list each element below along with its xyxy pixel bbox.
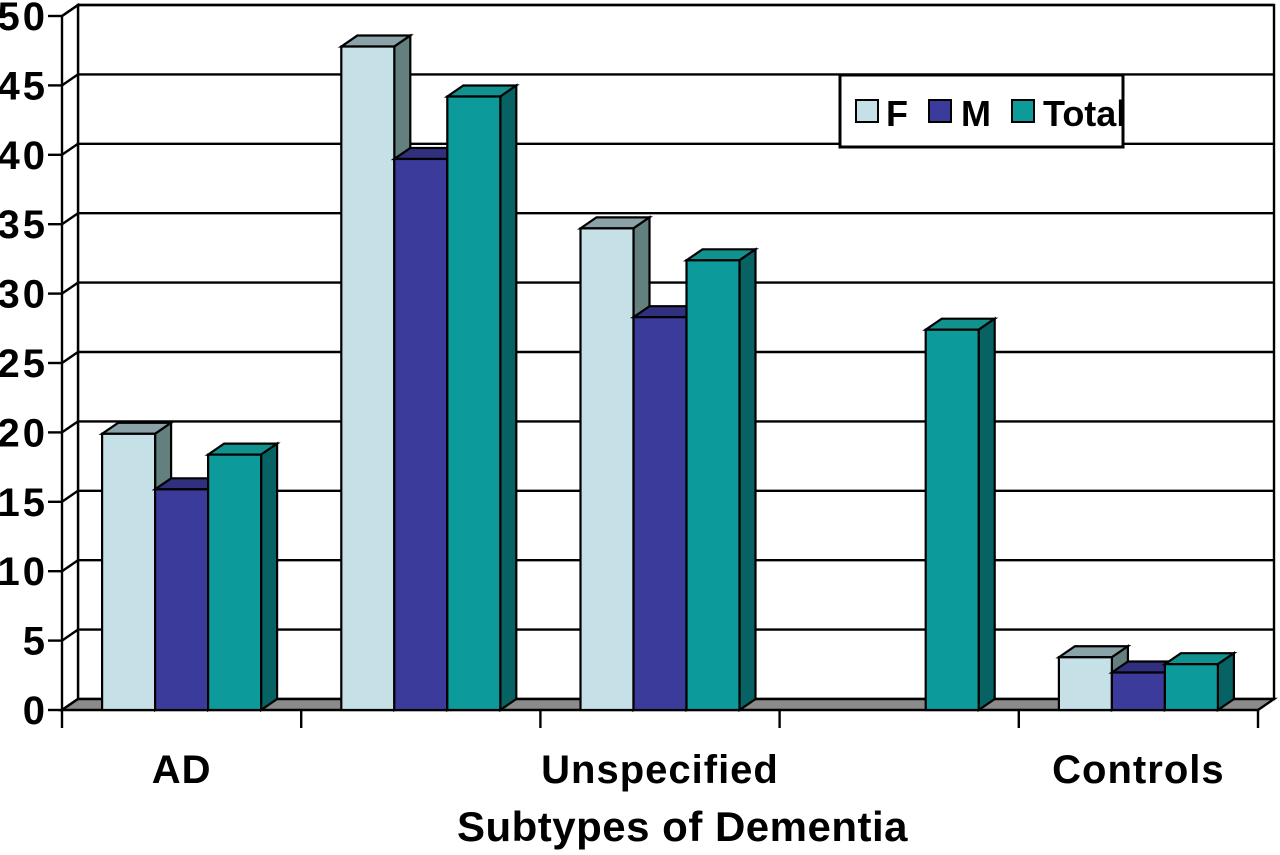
bar-front-face	[632, 316, 688, 712]
legend-label: M	[961, 93, 991, 134]
y-tick-label: 35	[0, 203, 48, 247]
x-axis-title: Subtypes of Dementia	[456, 803, 909, 850]
bar-side-face	[499, 83, 518, 713]
grid-line-wall-segment	[61, 142, 79, 156]
bar-front-face	[1110, 671, 1167, 712]
bar-front-face	[154, 488, 210, 712]
bar-front-face	[579, 227, 635, 712]
y-tick-label: 5	[23, 620, 48, 664]
y-tick-label: 15	[0, 481, 48, 525]
bar-front-face	[924, 328, 980, 712]
bar-total-group4	[922, 316, 999, 713]
bar-front-face	[207, 453, 263, 712]
bar-total-group2	[443, 83, 520, 713]
grid-line-wall-segment	[61, 73, 79, 87]
x-category-label: Controls	[1052, 748, 1224, 792]
y-tick-label: 45	[0, 64, 48, 108]
grid-line-wall-segment	[61, 281, 79, 295]
bar-total-group5	[1161, 651, 1238, 713]
bar-front-face	[393, 157, 449, 712]
y-tick-label: 0	[23, 689, 48, 733]
y-tick-label: 25	[0, 342, 48, 386]
legend-label: Total	[1043, 93, 1126, 134]
grid-line-wall-segment	[61, 212, 79, 226]
bar-side-face	[260, 441, 279, 713]
grid-line-wall-segment	[61, 420, 79, 434]
bar-side-face	[738, 247, 757, 713]
bar-total-group3	[682, 247, 760, 713]
bars	[98, 33, 1238, 713]
legend-swatch-f	[855, 99, 879, 123]
legend-label: F	[886, 93, 908, 134]
legend-box	[838, 73, 1125, 149]
bar-front-face	[685, 259, 741, 712]
legend-swatch-total	[1011, 99, 1035, 123]
bar-side-face	[1216, 651, 1236, 713]
bar-side-face	[977, 316, 996, 713]
grid-line-wall-segment	[61, 489, 79, 503]
bar-total-group1	[204, 441, 281, 713]
x-category-label: Unspecified	[541, 748, 779, 792]
grid-line-wall-segment	[61, 628, 79, 642]
grid-line-wall-segment	[61, 351, 79, 364]
y-tick-label: 50	[0, 0, 48, 39]
y-tick-label: 10	[0, 550, 48, 594]
legend-swatch-m	[928, 99, 952, 123]
grid-line-wall-segment	[61, 4, 79, 17]
y-tick-label: 40	[0, 134, 48, 178]
grid-line-wall-segment	[61, 559, 79, 573]
x-category-label: AD	[152, 748, 212, 792]
y-tick-label: 30	[0, 273, 48, 317]
legend: F M Total	[838, 73, 1126, 149]
bar-front-face	[446, 95, 502, 712]
bar-front-face	[1057, 656, 1114, 712]
bar-front-face	[340, 45, 396, 712]
bar-front-face	[1163, 663, 1220, 712]
y-tick-label: 20	[0, 411, 48, 455]
bar-front-face	[100, 432, 157, 712]
